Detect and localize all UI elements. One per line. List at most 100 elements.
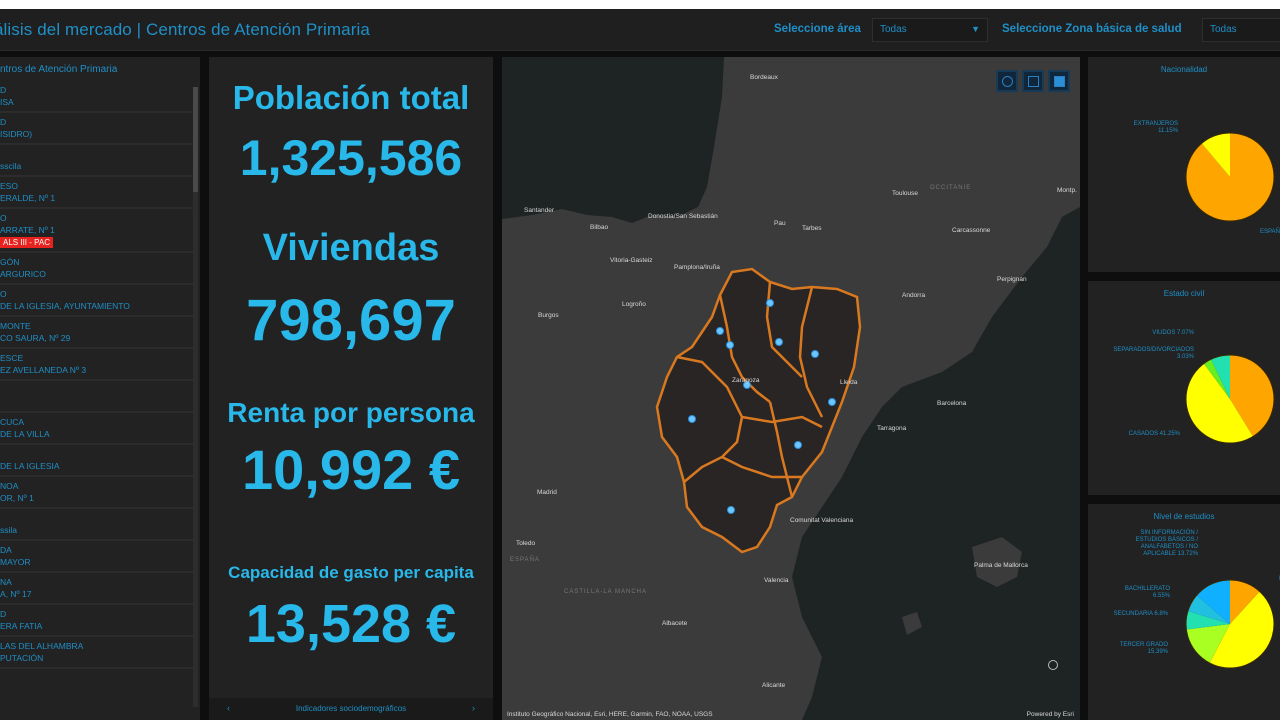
list-item-address: ISA: [0, 97, 14, 107]
indicators-footer-label: Indicadores sociodemográficos: [295, 704, 407, 713]
basemap-icon[interactable]: [1048, 70, 1070, 92]
map-city-label: Andorra: [902, 292, 926, 299]
map-city-label: Donostia/San Sebastián: [648, 213, 718, 220]
list-item-address: ARGURICO: [0, 269, 46, 279]
pie-slice[interactable]: [1203, 359, 1230, 399]
map-city-label: Perpignan: [997, 276, 1027, 283]
list-item[interactable]: LAS DEL ALHAMBRA PUTACIÓN: [0, 637, 193, 669]
education-pie-chart[interactable]: [1088, 504, 1280, 720]
map-attribution: Instituto Geográfico Nacional, Esri, HER…: [507, 711, 713, 718]
map-city-label: Palma de Mallorca: [974, 562, 1028, 569]
list-item-title: [0, 448, 193, 460]
pie-slice[interactable]: [1196, 580, 1230, 624]
spending-value: 13,528 €: [245, 594, 457, 654]
list-item[interactable]: sscila: [0, 145, 193, 177]
list-scroll-thumb[interactable]: [193, 87, 198, 192]
marital-status-pie-chart[interactable]: [1088, 281, 1280, 495]
list-item[interactable]: DE LA IGLESIA: [0, 445, 193, 477]
map-region-label: CASTILLA-LA MANCHA: [564, 589, 648, 595]
zone-select[interactable]: Todas: [1202, 18, 1280, 42]
list-item-title: [0, 148, 193, 160]
chevron-down-icon: ▼: [971, 24, 980, 34]
area-select[interactable]: Todas ▼: [872, 18, 988, 42]
chart-title: Nivel de estudios: [1153, 512, 1215, 521]
list-item-title: [0, 384, 193, 396]
map-city-label: Montp.: [1057, 187, 1077, 194]
income-label: Renta por persona: [227, 397, 475, 428]
nationality-pie-chart[interactable]: [1088, 57, 1280, 272]
map-city-label: Alicante: [762, 682, 786, 689]
pie-label: TERCER GRADO 15.39%: [1119, 642, 1168, 655]
map-city-label: Lleida: [840, 379, 858, 386]
search-icon[interactable]: [996, 70, 1018, 92]
pie-label: ESPAÑOLES 88.85%: [1260, 229, 1280, 235]
dwellings-label: Viviendas: [262, 227, 440, 269]
list-item[interactable]: ESO ERALDE, Nº 1: [0, 177, 193, 209]
prev-indicator-button[interactable]: ‹: [227, 703, 230, 713]
map-city-label: Madrid: [537, 489, 557, 496]
list-item-title: [0, 512, 193, 524]
indicators-footer: ‹ Indicadores sociodemográficos ›: [209, 698, 493, 720]
list-item[interactable]: ESCE EZ AVELLANEDA Nº 3: [0, 349, 193, 381]
map-city-label: Pamplona/Iruña: [674, 264, 720, 271]
header-bar: álisis del mercado | Centros de Atención…: [0, 9, 1280, 51]
list-item-address: EZ AVELLANEDA Nº 3: [0, 365, 87, 375]
list-item-address: A, Nº 17: [0, 589, 32, 599]
list-item[interactable]: NOA OR, Nº 1: [0, 477, 193, 509]
map-city-label: Santander: [524, 207, 554, 214]
pie-slice[interactable]: [1186, 610, 1230, 630]
list-item[interactable]: D ISA: [0, 81, 193, 113]
indicators-panel: Población total 1,325,586 Viviendas 798,…: [209, 57, 493, 720]
pie-slice[interactable]: [1230, 355, 1274, 437]
area-select-value: Todas: [880, 24, 907, 35]
dashboard-frame: álisis del mercado | Centros de Atención…: [0, 9, 1280, 720]
map-city-label: Zaragoza: [732, 377, 760, 384]
list-item[interactable]: D ISIDRO): [0, 113, 193, 145]
list-item-title: O: [0, 213, 7, 223]
list-item-address: ssila: [0, 525, 18, 535]
zone-select-value: Todas: [1210, 24, 1237, 35]
list-item-address: ARRATE, Nº 1: [0, 225, 55, 235]
status-badge: ALS III - PAC: [0, 237, 53, 248]
layers-icon[interactable]: [1022, 70, 1044, 92]
list-item[interactable]: ssila: [0, 509, 193, 541]
area-filter-label: Seleccione área: [774, 23, 861, 35]
pie-slice[interactable]: [1185, 363, 1253, 444]
list-item[interactable]: MONTE CO SAURA, Nº 29: [0, 317, 193, 349]
map-city-label: Barcelona: [937, 400, 967, 407]
list-item-title: GÓN: [0, 257, 20, 267]
list-item-title: DA: [0, 545, 12, 555]
list-item[interactable]: GÓN ARGURICO: [0, 253, 193, 285]
pie-slice[interactable]: [1187, 595, 1230, 624]
list-item[interactable]: NA A, Nº 17: [0, 573, 193, 605]
chart-title: Estado civil: [1163, 289, 1205, 298]
map-city-label: Toledo: [516, 540, 536, 547]
pie-slice[interactable]: [1209, 591, 1274, 668]
list-item-title: MONTE: [0, 321, 31, 331]
list-item[interactable]: [0, 381, 193, 413]
dwellings-value: 798,697: [246, 288, 456, 353]
pie-slice[interactable]: [1211, 355, 1230, 399]
list-item[interactable]: O DE LA IGLESIA, AYUNTAMIENTO: [0, 285, 193, 317]
list-item[interactable]: D ERA FATIA: [0, 605, 193, 637]
next-indicator-button[interactable]: ›: [472, 703, 475, 713]
pie-label: VIUDOS 7.07%: [1152, 330, 1194, 336]
map-view[interactable]: Bordeaux Santander Bilbao Donostia/San Seba…: [502, 57, 1080, 720]
map-city-label: Tarragona: [877, 425, 907, 432]
list-item-address: DE LA IGLESIA, AYUNTAMIENTO: [0, 301, 130, 311]
list-item-title: D: [0, 609, 7, 619]
pie-slice[interactable]: [1201, 133, 1230, 177]
list-item[interactable]: O ARRATE, Nº 1 ALS III - PAC: [0, 209, 193, 253]
pie-label: PRIMARIA 11.8%: [1268, 576, 1280, 590]
list-item-address: sscila: [0, 161, 22, 171]
pie-slice[interactable]: [1230, 580, 1260, 624]
list-item[interactable]: DA MAYOR: [0, 541, 193, 573]
compass-icon[interactable]: [1048, 660, 1058, 670]
list-item[interactable]: CUCA DE LA VILLA: [0, 413, 193, 445]
education-chart-panel: Nivel de estudios SIN INFORMACIÓN / ESTU…: [1088, 504, 1280, 720]
powered-by-esri[interactable]: Powered by Esri: [1026, 711, 1074, 718]
marital-status-chart-panel: Estado civil VIUDOS 7.07% SEPARADOS/DIVO…: [1088, 281, 1280, 495]
list-scrollbar[interactable]: [193, 87, 198, 707]
map-city-label: Comunitat Valenciana: [790, 517, 854, 524]
list-item-address: CO SAURA, Nº 29: [0, 333, 71, 343]
